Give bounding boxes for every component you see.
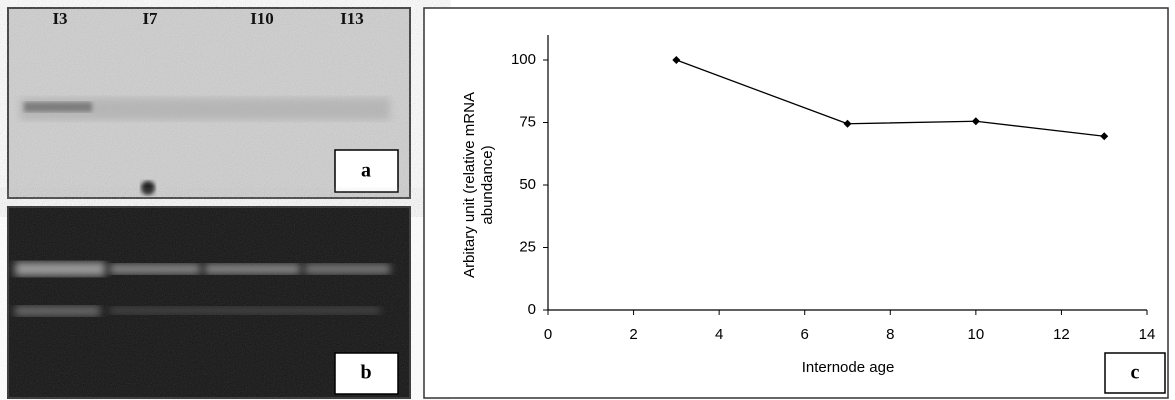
x-tick-label: 10 (968, 326, 985, 343)
figure: a I3 I7 I10 I13 b Arbitary unit (relativ… (0, 0, 1175, 400)
gel-panel-b: b (8, 207, 410, 398)
x-tick-label: 2 (629, 326, 637, 343)
y-tick-label: 100 (511, 51, 536, 68)
y-tick-label: 50 (519, 176, 536, 193)
y-axis-label: Arbitary unit (relative mRNA (461, 92, 478, 278)
y-tick-label: 25 (519, 238, 536, 255)
lane-label: I13 (340, 9, 364, 28)
y-axis-label: abundance) (479, 145, 496, 224)
x-tick-label: 6 (801, 326, 809, 343)
x-axis-label: Internode age (802, 359, 895, 376)
panel-letter: a (361, 160, 371, 182)
x-tick-label: 4 (715, 326, 723, 343)
lane-label: I10 (250, 9, 274, 28)
panel-letter: b (360, 362, 371, 384)
x-tick-label: 0 (544, 326, 552, 343)
x-tick-label: 8 (886, 326, 894, 343)
x-tick-label: 14 (1139, 326, 1156, 343)
y-tick-label: 0 (528, 301, 536, 318)
x-tick-label: 12 (1053, 326, 1070, 343)
blot-panel-a: a I3 I7 I10 I13 (8, 8, 410, 198)
lane-label: I7 (142, 9, 158, 28)
y-tick-label: 75 (519, 113, 536, 130)
lane-label: I3 (52, 9, 67, 28)
panel-letter: c (1131, 362, 1140, 384)
